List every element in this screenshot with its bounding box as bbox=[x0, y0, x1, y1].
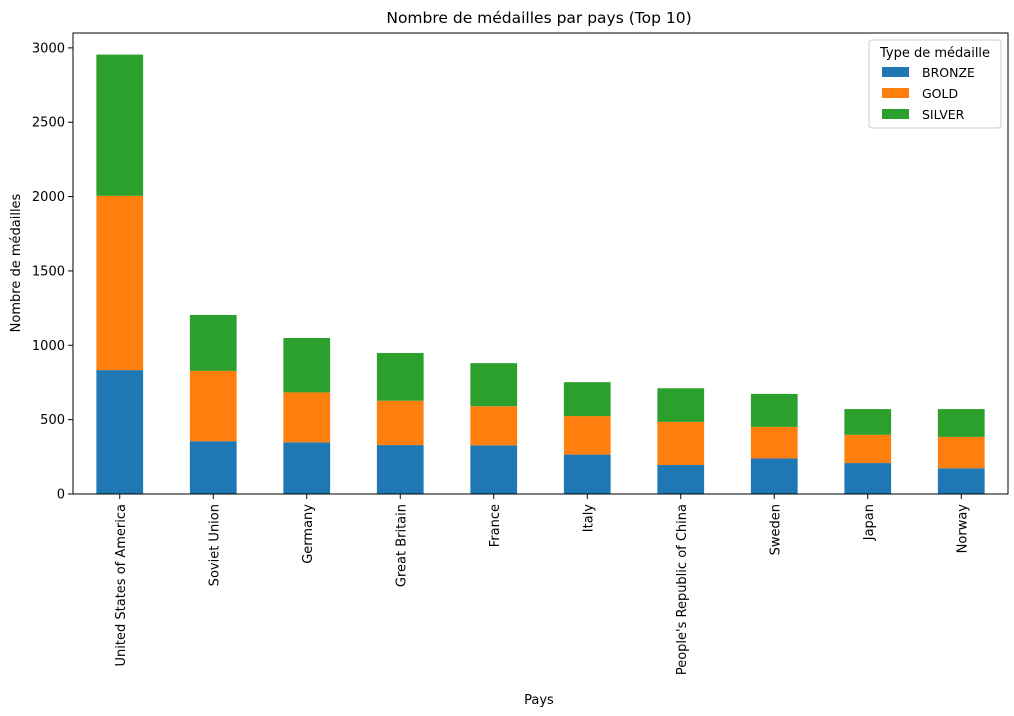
y-tick-label: 3000 bbox=[32, 41, 65, 56]
bar-gold-japan bbox=[844, 434, 892, 464]
bar-bronze-norway bbox=[937, 468, 985, 494]
legend: Type de médaille BRONZE GOLD SILVER bbox=[868, 39, 1002, 129]
bar-silver-japan bbox=[844, 409, 892, 435]
bar-gold-italy bbox=[563, 416, 611, 455]
x-tick-label: Japan bbox=[862, 504, 877, 541]
bar-bronze-japan bbox=[844, 463, 892, 494]
bar-silver-soviet-union bbox=[189, 314, 237, 371]
y-tick-label: 500 bbox=[40, 413, 65, 428]
legend-entry-gold: GOLD bbox=[922, 86, 958, 101]
y-tick-label: 1500 bbox=[32, 264, 65, 279]
bar-gold-germany bbox=[283, 392, 331, 443]
y-axis-label: Nombre de médailles bbox=[9, 193, 24, 332]
legend-swatch-bronze bbox=[882, 67, 909, 77]
y-tick-label: 2000 bbox=[32, 190, 65, 205]
legend-entry-silver: SILVER bbox=[922, 107, 965, 122]
legend-box bbox=[868, 39, 1002, 129]
bar-gold-soviet-union bbox=[189, 370, 237, 442]
plot-area bbox=[96, 54, 985, 494]
chart-title: Nombre de médailles par pays (Top 10) bbox=[386, 9, 691, 27]
x-tick-label: People's Republic of China bbox=[675, 504, 690, 675]
bar-silver-sweden bbox=[750, 393, 798, 427]
bar-silver-germany bbox=[283, 338, 331, 393]
x-tick-label: Germany bbox=[301, 504, 316, 564]
bar-silver-italy bbox=[563, 382, 611, 417]
bar-bronze-germany bbox=[283, 442, 331, 494]
bar-bronze-soviet-union bbox=[189, 441, 237, 494]
y-tick-label: 0 bbox=[57, 488, 65, 503]
bar-gold-sweden bbox=[750, 426, 798, 459]
x-tick-label: Soviet Union bbox=[207, 504, 222, 586]
plot-frame bbox=[72, 32, 1009, 495]
legend-swatch-silver bbox=[882, 109, 909, 119]
bar-bronze-people-s-republic-of-china bbox=[657, 465, 705, 494]
x-tick-label: Norway bbox=[955, 504, 970, 554]
bar-bronze-great-britain bbox=[376, 445, 424, 494]
bar-gold-people-s-republic-of-china bbox=[657, 421, 705, 466]
y-tick-label: 2500 bbox=[32, 116, 65, 131]
legend-entry-bronze: BRONZE bbox=[922, 65, 975, 80]
bar-gold-great-britain bbox=[376, 400, 424, 446]
x-axis-label: Pays bbox=[524, 693, 554, 708]
bar-silver-norway bbox=[937, 409, 985, 437]
bar-gold-france bbox=[470, 406, 518, 446]
bar-bronze-italy bbox=[563, 454, 611, 494]
bar-silver-people-s-republic-of-china bbox=[657, 388, 705, 422]
legend-swatch-gold bbox=[882, 88, 909, 98]
bar-silver-great-britain bbox=[376, 353, 424, 401]
bar-bronze-sweden bbox=[750, 458, 798, 494]
x-tick-label: Italy bbox=[581, 504, 596, 533]
bar-bronze-united-states-of-america bbox=[96, 370, 144, 494]
legend-title: Type de médaille bbox=[879, 46, 990, 61]
y-tick-label: 1000 bbox=[32, 339, 65, 354]
bar-gold-united-states-of-america bbox=[96, 195, 144, 371]
bar-gold-norway bbox=[937, 436, 985, 469]
bar-silver-france bbox=[470, 363, 518, 407]
x-tick-label: United States of America bbox=[114, 504, 129, 666]
x-tick-label: Great Britain bbox=[394, 504, 409, 587]
bar-bronze-france bbox=[470, 445, 518, 494]
x-tick-label: France bbox=[488, 504, 503, 547]
x-tick-label: Sweden bbox=[768, 504, 783, 555]
bar-silver-united-states-of-america bbox=[96, 54, 144, 196]
